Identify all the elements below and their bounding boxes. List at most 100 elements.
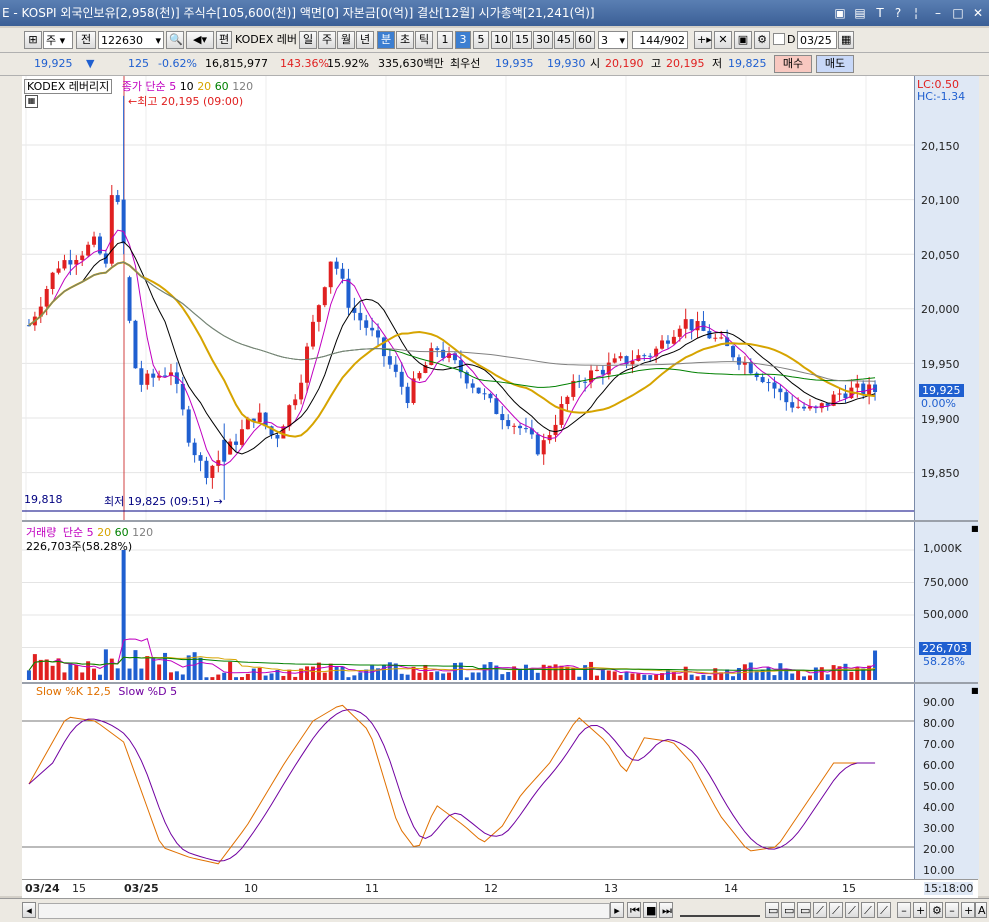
stochastic-panel[interactable]: Slow %K 12,5 Slow %D 5: [22, 684, 914, 879]
zoom-in-icon[interactable]: +▸: [694, 31, 712, 49]
volume-bar: [322, 672, 327, 680]
view-2-icon[interactable]: ▭: [781, 902, 795, 918]
volume-bar: [32, 654, 37, 680]
minus-icon[interactable]: –: [945, 902, 959, 918]
draw-3-icon[interactable]: ⟋: [845, 902, 859, 918]
add-icon[interactable]: +: [961, 902, 975, 918]
zoom-out-icon[interactable]: ✕: [714, 31, 732, 49]
volume-bar: [435, 671, 440, 680]
date-checkbox[interactable]: [773, 33, 785, 45]
grid-icon[interactable]: ▦: [25, 95, 38, 108]
first-icon[interactable]: ⏮: [627, 902, 641, 918]
draw-2-icon[interactable]: ⟋: [829, 902, 843, 918]
candle: [541, 440, 546, 455]
period-month[interactable]: 월: [337, 31, 355, 49]
last-icon[interactable]: ⏭: [659, 902, 673, 918]
stochastic-chart[interactable]: [22, 684, 914, 879]
candle: [600, 369, 605, 375]
volume-panel[interactable]: 거래량 단순 5 20 60 120 226,703주(58.28%): [22, 522, 914, 682]
volume-bar: [500, 674, 505, 680]
volume-bar: [26, 670, 31, 680]
restore-icon[interactable]: □: [952, 6, 964, 20]
interval-45[interactable]: 45: [554, 31, 574, 49]
save-icon[interactable]: ▣: [834, 6, 846, 20]
zoom-minus-icon[interactable]: –: [897, 902, 911, 918]
minimize-icon[interactable]: –: [935, 6, 941, 20]
pin-icon[interactable]: ¦: [913, 6, 919, 20]
max-annotation-text: 최고 20,195 (09:00): [137, 95, 244, 108]
draw-5-icon[interactable]: ⟋: [877, 902, 891, 918]
draw-1-icon[interactable]: ⟋: [813, 902, 827, 918]
help-icon[interactable]: ?: [894, 6, 902, 20]
interval-15[interactable]: 15: [512, 31, 532, 49]
zoom-plus-icon[interactable]: +: [913, 902, 927, 918]
volume-bar: [464, 677, 469, 680]
price-chart[interactable]: [22, 76, 914, 520]
candle: [624, 356, 629, 365]
sell-button[interactable]: 매도: [816, 55, 854, 73]
scroll-left-icon[interactable]: ◂: [22, 902, 36, 918]
speaker-icon[interactable]: ◀▾: [186, 31, 214, 49]
panel-divider[interactable]: [22, 520, 978, 522]
font-icon[interactable]: T: [876, 6, 884, 20]
count-input[interactable]: 144/902: [632, 31, 688, 49]
market-select[interactable]: 주 ▾: [43, 31, 73, 49]
period-year[interactable]: 년: [356, 31, 374, 49]
interval-5[interactable]: 5: [473, 31, 489, 49]
interval-10[interactable]: 10: [491, 31, 511, 49]
stop-icon[interactable]: ■: [643, 902, 657, 918]
volume-bar: [843, 663, 848, 680]
volume-bar: [393, 663, 398, 680]
disk-icon[interactable]: ▣: [734, 31, 752, 49]
settings-icon[interactable]: ⚙: [929, 902, 943, 918]
mode-button[interactable]: 전: [76, 31, 96, 49]
current-price: 19,925: [34, 57, 73, 70]
candle: [660, 340, 665, 349]
volume-scale[interactable]: ■ 1,000K 750,000 500,000 226,703 58.28%: [914, 522, 979, 682]
layout-icon[interactable]: ⊞: [24, 31, 42, 49]
volume-bar: [174, 671, 179, 680]
volume-bar: [86, 661, 91, 680]
search-icon[interactable]: 🔍: [166, 31, 184, 49]
stochastic-scale[interactable]: ■ 90.00 80.00 70.00 60.00 50.00 40.00 30…: [914, 684, 979, 879]
view-1-icon[interactable]: ▭: [765, 902, 779, 918]
period-minute[interactable]: 분: [377, 31, 395, 49]
volume-panel-menu-icon[interactable]: ■: [971, 524, 979, 533]
period-day[interactable]: 일: [299, 31, 317, 49]
interval-60[interactable]: 60: [575, 31, 595, 49]
calendar-icon[interactable]: ▦: [838, 31, 854, 49]
horizontal-scrollbar[interactable]: [38, 903, 610, 919]
close-icon[interactable]: ✕: [972, 6, 984, 20]
volume-bar: [287, 669, 292, 680]
price-panel[interactable]: KODEX 레버리지 종가 단순 5 10 20 60 120 ▦ ←최고 20…: [22, 76, 914, 520]
candle: [837, 393, 842, 395]
zoom-slider[interactable]: [680, 905, 760, 917]
candle: [80, 255, 85, 260]
custom-interval-select[interactable]: 3 ▾: [598, 31, 628, 49]
scroll-right-icon[interactable]: ▸: [610, 902, 624, 918]
view-3-icon[interactable]: ▭: [797, 902, 811, 918]
date-check-label: D: [787, 33, 796, 46]
interval-3[interactable]: 3: [455, 31, 471, 49]
stochastic-panel-menu-icon[interactable]: ■: [971, 686, 979, 695]
draw-4-icon[interactable]: ⟋: [861, 902, 875, 918]
candle: [671, 336, 676, 344]
date-input[interactable]: 03/25: [797, 31, 837, 49]
text-icon[interactable]: A: [975, 902, 987, 918]
volume-bar: [381, 665, 386, 680]
interval-1[interactable]: 1: [437, 31, 453, 49]
candle: [168, 372, 173, 376]
period-tick[interactable]: 틱: [415, 31, 433, 49]
code-input[interactable]: 122630 ▾: [98, 31, 164, 49]
buy-button[interactable]: 매수: [774, 55, 812, 73]
period-second[interactable]: 초: [396, 31, 414, 49]
price-scale[interactable]: LC:0.50 HC:-1.34 20,150 20,100 20,050 20…: [914, 76, 979, 520]
candle: [38, 306, 43, 317]
chart-icon[interactable]: ▤: [854, 6, 866, 20]
panel-divider[interactable]: [22, 682, 978, 684]
interval-30[interactable]: 30: [533, 31, 553, 49]
pen-button[interactable]: 편: [216, 31, 232, 49]
volume-chart[interactable]: [22, 522, 914, 682]
period-week[interactable]: 주: [318, 31, 336, 49]
gear-icon[interactable]: ⚙: [754, 31, 770, 49]
